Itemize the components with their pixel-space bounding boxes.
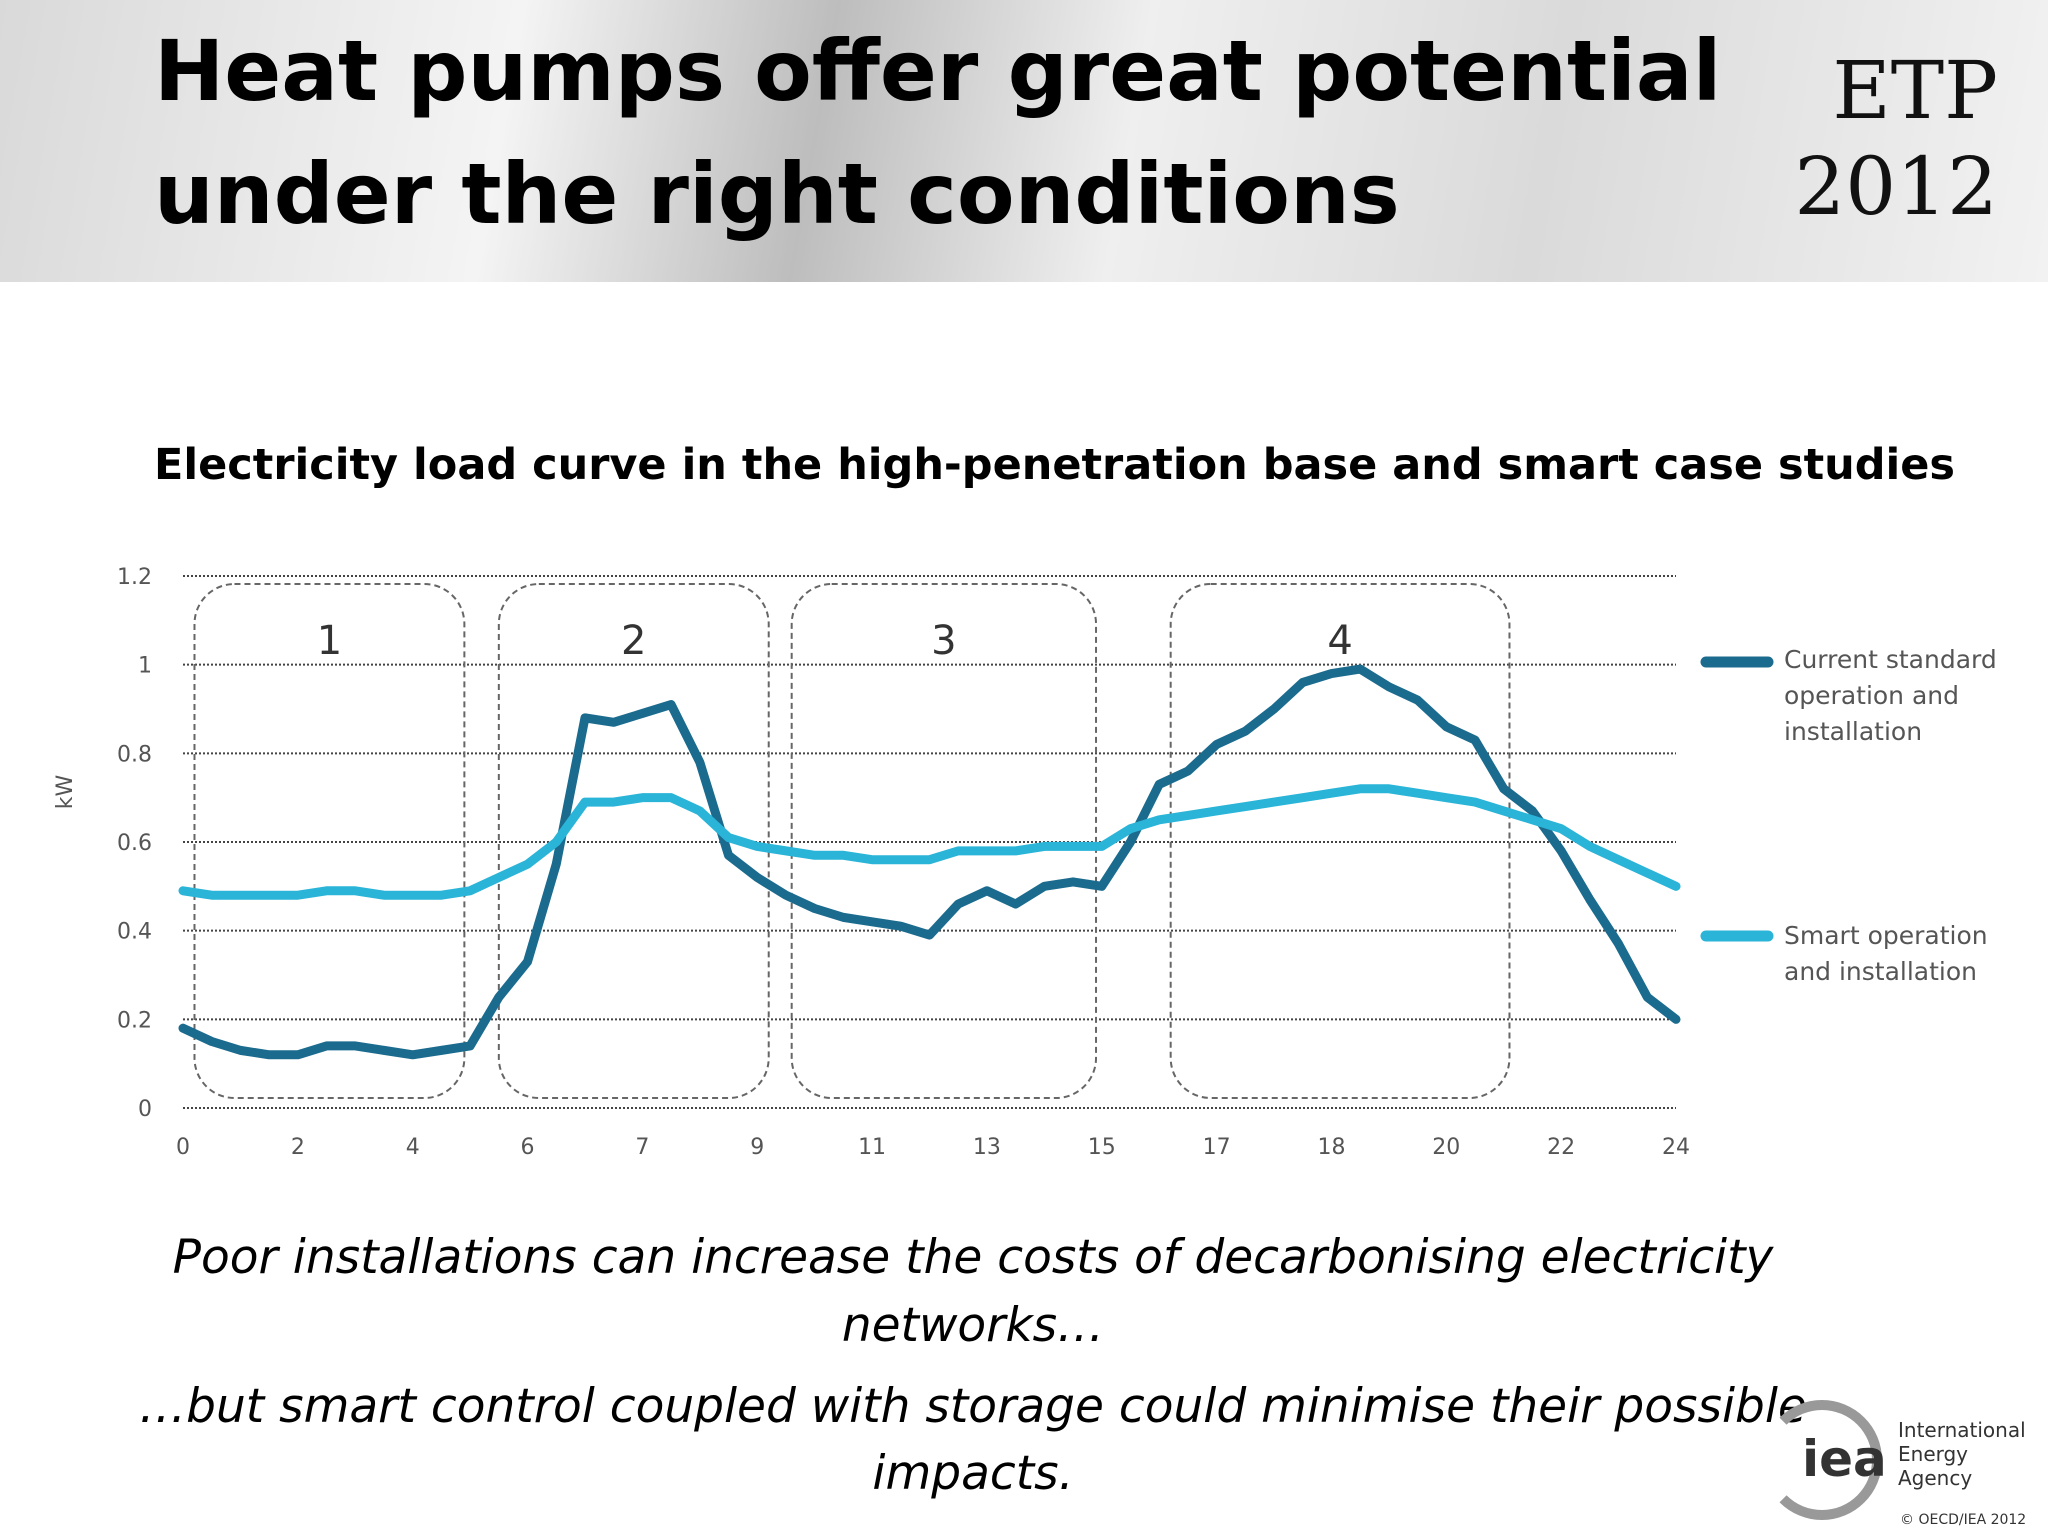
x-tick-label: 4 xyxy=(406,1135,420,1160)
title-line: under the right conditions xyxy=(154,145,1400,243)
x-tick-label: 13 xyxy=(973,1135,1001,1160)
y-tick-label: 1 xyxy=(138,654,152,679)
period-label: 4 xyxy=(1327,618,1352,664)
x-tick-label: 18 xyxy=(1317,1135,1345,1160)
x-tick-label: 20 xyxy=(1432,1135,1460,1160)
x-tick-label: 7 xyxy=(635,1135,649,1160)
y-axis-label: kW xyxy=(53,775,78,810)
period-label: 3 xyxy=(931,618,956,664)
x-tick-label: 22 xyxy=(1547,1135,1575,1160)
period-box xyxy=(497,583,770,1099)
chart-title: Electricity load curve in the high-penet… xyxy=(154,440,1956,490)
y-tick-label: 0.2 xyxy=(117,1008,152,1033)
copyright: © OECD/IEA 2012 xyxy=(1900,1512,2027,1528)
legend-label: Current standard operation and installat… xyxy=(1784,645,1997,746)
x-tick-label: 15 xyxy=(1088,1135,1116,1160)
series-line xyxy=(178,664,1681,1060)
x-tick-label: 17 xyxy=(1203,1135,1231,1160)
logo-etp: ETP xyxy=(1832,44,1998,137)
caption: Poor installations can increase the cost… xyxy=(172,1230,1774,1285)
series-line xyxy=(178,784,1681,900)
caption: networks… xyxy=(841,1298,1105,1353)
period-box xyxy=(193,583,466,1099)
y-tick-label: 0.8 xyxy=(117,742,152,767)
period-label: 1 xyxy=(317,618,342,664)
logo-iea: iea xyxy=(1802,1430,1887,1488)
caption: …but smart control coupled with storage … xyxy=(139,1379,1807,1434)
x-tick-label: 2 xyxy=(291,1135,305,1160)
y-tick-label: 0 xyxy=(138,1097,152,1122)
x-tick-label: 6 xyxy=(521,1135,535,1160)
period-label: 2 xyxy=(621,618,646,664)
logo-ring xyxy=(1762,1400,1882,1520)
agency: Energy Agency xyxy=(1898,1442,1973,1490)
y-tick-label: 1.2 xyxy=(117,565,152,590)
header-band xyxy=(0,0,2048,282)
agency: International xyxy=(1898,1418,2026,1442)
title-line: Heat pumps offer great potential xyxy=(154,22,1722,120)
x-tick-label: 0 xyxy=(176,1135,190,1160)
y-tick-label: 0.4 xyxy=(117,920,152,945)
period-box xyxy=(790,583,1098,1099)
caption: impacts. xyxy=(872,1446,1074,1501)
x-tick-label: 24 xyxy=(1662,1135,1690,1160)
y-tick-label: 0.6 xyxy=(117,831,152,856)
logo-year: 2012 xyxy=(1794,140,1998,233)
x-tick-label: 11 xyxy=(858,1135,886,1160)
x-tick-label: 9 xyxy=(750,1135,764,1160)
legend-label: Smart operation and installation xyxy=(1784,921,1988,986)
